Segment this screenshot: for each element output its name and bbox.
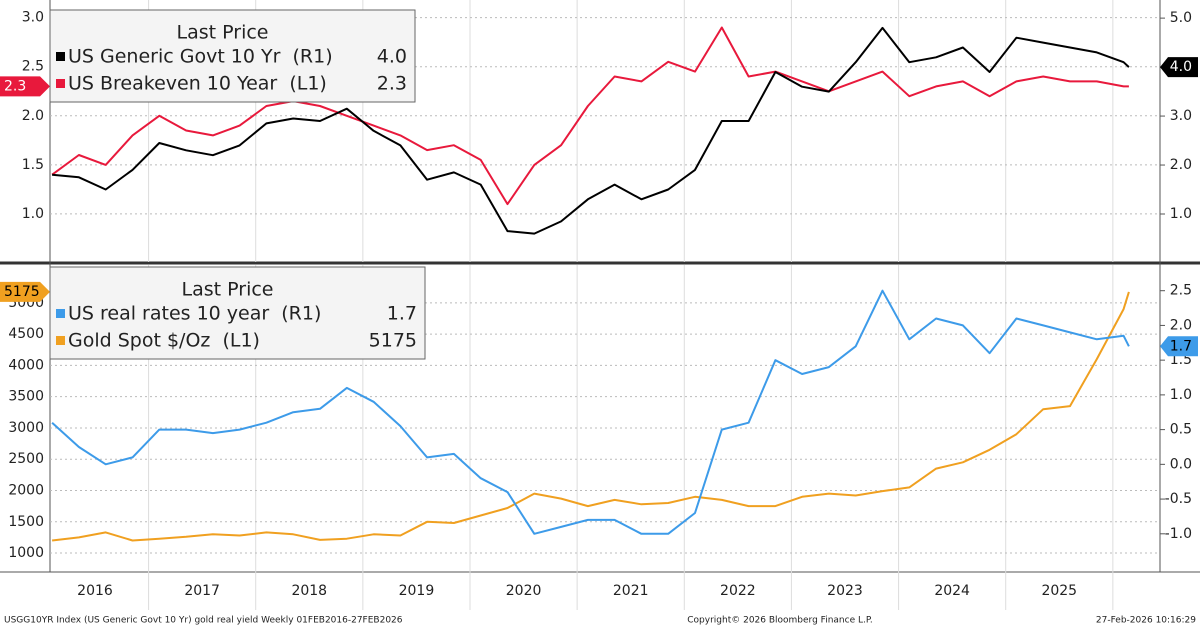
last-price-tag-label: 2.3 (4, 78, 26, 94)
y-tick-label: 3000 (8, 420, 44, 436)
y-tick-label: 3.0 (22, 10, 44, 26)
y2-tick-label: 1.0 (1170, 387, 1192, 403)
last-price-tag (1160, 57, 1198, 78)
x-tick-label: 2018 (291, 583, 327, 599)
x-tick-label: 2020 (506, 583, 542, 599)
y-tick-label: 2.5 (22, 59, 44, 75)
y-tick-label: 1500 (8, 514, 44, 530)
y-tick-label: 1000 (8, 545, 44, 561)
legend-box (49, 9, 416, 103)
legend-value: 5175 (369, 330, 417, 352)
y-tick-label: 2500 (8, 451, 44, 467)
x-tick-label: 2023 (827, 583, 863, 599)
series-line (52, 26, 1130, 235)
footer-right: 27-Feb-2026 10:16:29 (1096, 616, 1196, 626)
x-tick-label: 2021 (613, 583, 649, 599)
y2-tick-label: 0.5 (1170, 422, 1192, 438)
legend-swatch (56, 309, 65, 318)
y2-tick-label: 5.0 (1170, 10, 1192, 26)
legend-swatch (56, 52, 65, 61)
x-tick-label: 2024 (934, 583, 970, 599)
last-price-tag-label: 5175 (4, 284, 40, 300)
y-tick-label: 2000 (8, 482, 44, 498)
legend-value: 2.3 (377, 73, 407, 95)
x-tick-label: 2016 (77, 583, 113, 599)
x-tick-label: 2025 (1041, 583, 1077, 599)
footer-center: Copyright© 2026 Bloomberg Finance L.P. (687, 616, 872, 626)
footer-left: USGG10YR Index (US Generic Govt 10 Yr) g… (4, 616, 403, 626)
x-tick-label: 2019 (399, 583, 435, 599)
y2-tick-label: 2.0 (1170, 317, 1192, 333)
y-tick-label: 4000 (8, 357, 44, 373)
y2-tick-label: 1.0 (1170, 206, 1192, 222)
legend-value: 1.7 (387, 303, 417, 325)
y-tick-label: 1.5 (22, 157, 44, 173)
legend-label: Gold Spot $/Oz (L1) (68, 330, 260, 352)
legend-box (49, 266, 426, 360)
legend-swatch (56, 336, 65, 345)
last-price-tag (0, 76, 50, 97)
y2-tick-label: -1.0 (1165, 526, 1192, 542)
y2-tick-label: -0.5 (1165, 491, 1192, 507)
legend-label: US Breakeven 10 Year (L1) (68, 73, 327, 95)
last-price-tag (1160, 336, 1198, 357)
last-price-tag-label: 4.0 (1170, 59, 1192, 75)
y2-tick-label: 0.0 (1170, 456, 1192, 472)
y-tick-label: 3500 (8, 389, 44, 405)
y2-tick-label: 2.5 (1170, 283, 1192, 299)
series-line (51, 26, 1129, 206)
last-price-tag (0, 281, 50, 302)
legend-title: Last Price (182, 279, 274, 301)
x-tick-label: 2017 (184, 583, 220, 599)
series-line (51, 291, 1130, 542)
y-tick-label: 4500 (8, 326, 44, 342)
x-tick-label: 2022 (720, 583, 756, 599)
legend-swatch (56, 79, 65, 88)
legend-label: US Generic Govt 10 Yr (R1) (68, 46, 333, 68)
y2-tick-label: 3.0 (1170, 108, 1192, 124)
y-tick-label: 2.0 (22, 108, 44, 124)
y-tick-label: 1.0 (22, 206, 44, 222)
last-price-tag-label: 1.7 (1170, 338, 1192, 354)
legend-label: US real rates 10 year (R1) (68, 303, 321, 325)
legend-value: 4.0 (377, 46, 407, 68)
legend-title: Last Price (177, 22, 269, 44)
y2-tick-label: 2.0 (1170, 157, 1192, 173)
series-line (51, 289, 1130, 535)
